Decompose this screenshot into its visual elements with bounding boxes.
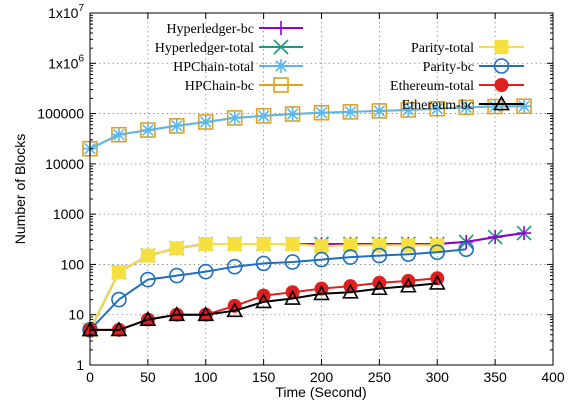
y-tick-label: 100000 bbox=[37, 106, 84, 122]
data-point-hpchain-total bbox=[227, 110, 242, 125]
axis-ticks: 0 50 100 150 200 250 300 350 400 1 10 100 1000 10000 1… bbox=[37, 3, 565, 385]
data-point-hpchain-total bbox=[488, 99, 503, 114]
series-line-hpchain-total bbox=[89, 105, 525, 150]
data-point-hpchain-total bbox=[285, 107, 300, 122]
x-tick-label: 300 bbox=[426, 369, 450, 385]
data-point-hpchain-total bbox=[314, 105, 329, 120]
data-point-parity-bc bbox=[111, 291, 127, 308]
data-point-parity-bc bbox=[400, 246, 417, 262]
data-point-ethereum-bc bbox=[168, 306, 186, 322]
legend-marker-hpchain-total bbox=[274, 59, 288, 73]
data-point-ethereum-bc bbox=[110, 321, 128, 337]
y-tick-label: 1000 bbox=[53, 206, 84, 222]
data-point-parity-total bbox=[140, 248, 155, 263]
data-point-hpchain-total bbox=[111, 127, 126, 142]
x-tick-label: 0 bbox=[86, 369, 94, 385]
data-point-parity-bc bbox=[284, 254, 301, 270]
data-point-parity-total bbox=[314, 239, 329, 254]
x-tick-label: 100 bbox=[194, 369, 218, 385]
legend-marker-hyperledger-total bbox=[273, 39, 289, 55]
data-point-parity-bc bbox=[313, 251, 330, 268]
x-tick-label: 350 bbox=[483, 369, 507, 385]
x-tick-label: 400 bbox=[541, 369, 565, 385]
data-point-hpchain-total bbox=[517, 99, 532, 114]
data-point-hpchain-total bbox=[459, 100, 474, 115]
data-point-hpchain-total bbox=[372, 103, 387, 118]
legend-marker-parity-total bbox=[494, 40, 509, 54]
legend-label-hpchain-bc: HPChain-bc bbox=[185, 79, 254, 94]
data-point-parity-bc bbox=[226, 258, 243, 275]
data-point-parity-total bbox=[198, 236, 213, 251]
data-point-parity-bc bbox=[458, 241, 474, 258]
legend-marker-hpchain-bc bbox=[273, 77, 289, 93]
series-line-ethereum-bc bbox=[90, 282, 438, 331]
legend-label-hyperledger-total: Hyperledger-total bbox=[155, 41, 254, 56]
x-tick-label: 250 bbox=[368, 369, 392, 385]
y-tick-label: 1 bbox=[76, 357, 84, 373]
data-point-parity-bc bbox=[429, 244, 446, 261]
y-axis-label: Number of Blocks bbox=[12, 134, 28, 244]
y-tick-label: 100 bbox=[61, 256, 85, 272]
legend-label-parity-bc: Parity-bc bbox=[423, 60, 474, 75]
legend-marker-ethereum-total bbox=[494, 78, 509, 92]
data-point-parity-total bbox=[111, 265, 126, 280]
data-point-ethereum-bc bbox=[342, 283, 359, 299]
series-lines bbox=[81, 98, 532, 338]
data-point-parity-bc bbox=[342, 249, 359, 265]
data-point-hpchain-total bbox=[198, 114, 213, 129]
data-point-hpchain-total bbox=[140, 123, 155, 138]
data-point-parity-bc bbox=[140, 271, 156, 288]
data-point-ethereum-bc bbox=[197, 306, 215, 322]
data-point-hyperledger-bc bbox=[488, 230, 503, 245]
legend-label-ethereum-bc: Ethereum-bc bbox=[402, 98, 474, 113]
data-point-ethereum-bc bbox=[371, 279, 388, 296]
gridlines bbox=[90, 13, 553, 365]
data-point-parity-bc bbox=[255, 255, 272, 272]
data-point-parity-bc bbox=[371, 247, 388, 264]
y-tick-label: 1x107 bbox=[48, 3, 84, 21]
data-point-ethereum-bc bbox=[255, 293, 272, 309]
data-point-ethereum-bc bbox=[284, 289, 301, 305]
data-point-parity-total bbox=[285, 236, 300, 251]
x-tick-label: 50 bbox=[140, 369, 156, 385]
data-point-hpchain-total bbox=[343, 104, 358, 119]
data-point-ethereum-bc bbox=[399, 277, 417, 293]
legend-marker-hyperledger-bc bbox=[274, 21, 288, 35]
series-line-parity-bc bbox=[89, 248, 467, 331]
data-point-ethereum-bc bbox=[226, 302, 244, 318]
legend-label-hpchain-total: HPChain-total bbox=[173, 60, 254, 75]
data-point-ethereum-bc bbox=[313, 285, 330, 301]
y-tick-label: 10 bbox=[68, 307, 84, 323]
x-tick-label: 200 bbox=[310, 369, 334, 385]
legend-label-parity-total: Parity-total bbox=[411, 41, 474, 56]
legend-label-ethereum-total: Ethereum-total bbox=[390, 79, 474, 94]
data-point-parity-total bbox=[256, 236, 271, 251]
data-point-hpchain-total bbox=[430, 101, 445, 116]
data-point-hpchain-total bbox=[169, 118, 184, 133]
legend-marker-ethereum-bc bbox=[493, 95, 510, 111]
y-tick-label: 10000 bbox=[45, 156, 84, 172]
x-axis-label: Time (Second) bbox=[275, 384, 366, 400]
data-point-parity-total bbox=[343, 238, 358, 253]
data-point-hyperledger-bc bbox=[517, 226, 532, 241]
x-tick-label: 150 bbox=[252, 369, 276, 385]
data-point-hpchain-total bbox=[256, 108, 271, 123]
legend-marker-parity-bc bbox=[493, 58, 510, 74]
data-point-parity-total bbox=[227, 236, 242, 251]
data-point-hpchain-total bbox=[401, 102, 416, 117]
data-point-ethereum-bc bbox=[428, 274, 446, 290]
data-point-parity-bc bbox=[197, 263, 214, 280]
legend-label-hyperledger-bc: Hyperledger-bc bbox=[166, 22, 254, 37]
data-point-ethereum-bc bbox=[139, 310, 157, 326]
data-point-parity-total bbox=[169, 241, 184, 256]
legend: Hyperledger-bc Hyperledger-total HPChain-t… bbox=[155, 21, 524, 113]
data-point-parity-bc bbox=[169, 267, 185, 284]
y-tick-label: 1x106 bbox=[48, 53, 84, 71]
